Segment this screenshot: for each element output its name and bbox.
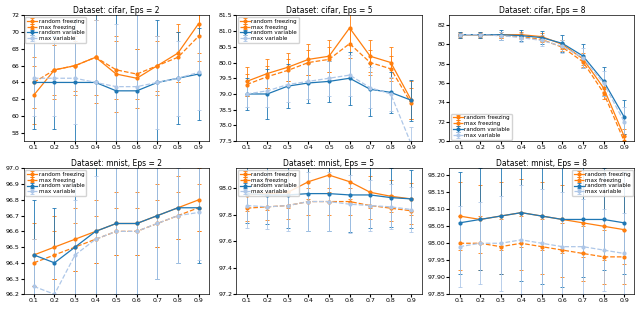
Legend: random freezing, max freezing, random variable, max variable: random freezing, max freezing, random va… [238,170,299,196]
Legend: random freezing, max freezing, random variable, max variable: random freezing, max freezing, random va… [238,17,299,43]
Title: Dataset: mnist, Eps = 8: Dataset: mnist, Eps = 8 [497,159,588,168]
Title: Dataset: mnist, Eps = 5: Dataset: mnist, Eps = 5 [284,159,374,168]
Legend: random freezing, max freezing, random variable, max variable: random freezing, max freezing, random va… [572,170,633,196]
Legend: random freezing, max freezing, random variable, max variable: random freezing, max freezing, random va… [25,17,86,43]
Title: Dataset: cifar, Eps = 5: Dataset: cifar, Eps = 5 [285,6,372,15]
Legend: random freezing, max freezing, random variable, max variable: random freezing, max freezing, random va… [25,170,86,196]
Title: Dataset: cifar, Eps = 2: Dataset: cifar, Eps = 2 [73,6,159,15]
Title: Dataset: cifar, Eps = 8: Dataset: cifar, Eps = 8 [499,6,585,15]
Title: Dataset: mnist, Eps = 2: Dataset: mnist, Eps = 2 [70,159,162,168]
Legend: random freezing, max freezing, random variable, max variable: random freezing, max freezing, random va… [451,114,511,139]
